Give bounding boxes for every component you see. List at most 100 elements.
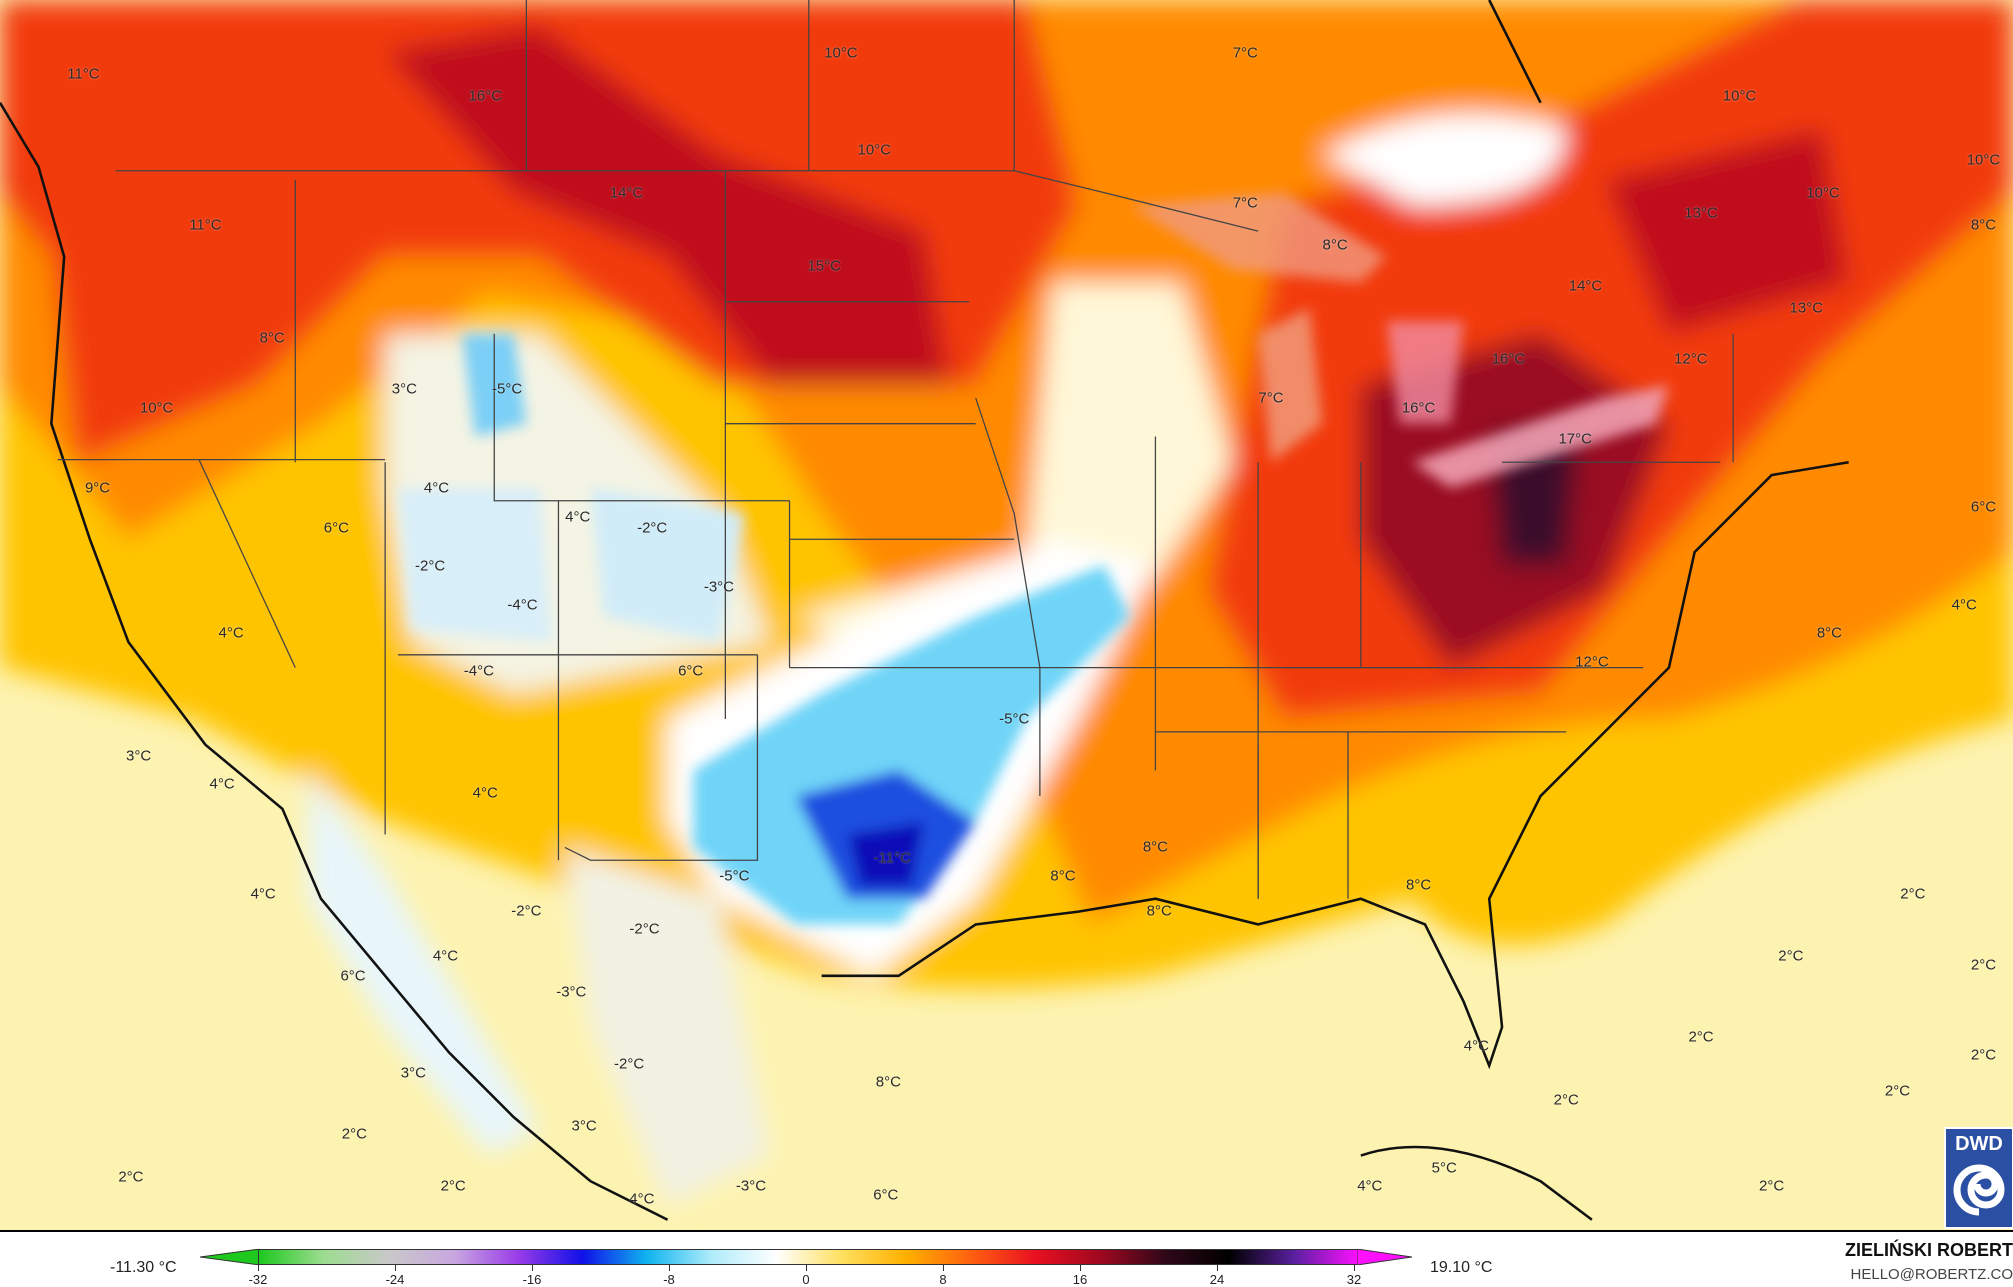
temperature-label: 14°C bbox=[1568, 277, 1603, 295]
colorbar-tick bbox=[669, 1265, 670, 1271]
temperature-label: 10°C bbox=[1806, 184, 1840, 202]
colorbar-tick bbox=[1217, 1265, 1218, 1271]
temperature-label: 14°C bbox=[609, 184, 644, 202]
colorbar-tick bbox=[395, 1265, 396, 1271]
temperature-label: -2°C bbox=[629, 920, 660, 938]
temperature-label: 3°C bbox=[571, 1117, 597, 1135]
map-shading bbox=[0, 0, 2013, 1221]
temperature-label: 17°C bbox=[1558, 430, 1592, 448]
colorbar-tick-label: 24 bbox=[1209, 1272, 1225, 1287]
temperature-label: 8°C bbox=[875, 1073, 901, 1091]
dwd-spiral-icon bbox=[1953, 1164, 2005, 1216]
temperature-label: -2°C bbox=[511, 902, 542, 920]
temperature-label: 3°C bbox=[126, 747, 152, 765]
temperature-label: 2°C bbox=[1553, 1091, 1579, 1109]
colorbar-tick-label: 16 bbox=[1072, 1272, 1088, 1287]
colorbar-tick-label: 0 bbox=[802, 1272, 810, 1287]
legend-right-arrow bbox=[1357, 1249, 1412, 1265]
temperature-label: 6°C bbox=[1970, 498, 1997, 516]
temperature-label: 10°C bbox=[1966, 151, 2001, 169]
temperature-label: 8°C bbox=[1406, 876, 1432, 894]
temperature-label: 4°C bbox=[209, 775, 235, 793]
temperature-label: 2°C bbox=[1884, 1082, 1911, 1100]
temperature-label: 2°C bbox=[440, 1177, 466, 1195]
temperature-label: 4°C bbox=[1951, 596, 1977, 614]
temperature-label: 4°C bbox=[629, 1190, 655, 1208]
colorbar-tick bbox=[1354, 1265, 1355, 1271]
temperature-label: -3°C bbox=[703, 578, 735, 596]
temperature-label: 8°C bbox=[1322, 236, 1348, 254]
temperature-label: 2°C bbox=[1970, 956, 1997, 974]
temperature-label: 6°C bbox=[340, 967, 366, 985]
temperature-label: 16°C bbox=[468, 87, 503, 105]
temperature-anomaly-map: 11°C 16°C 10°C 10°C 7°C 10°C 10°C 11°C 14°C 15°C 7… bbox=[0, 0, 2013, 1232]
temperature-label: 7°C bbox=[1232, 194, 1258, 212]
colorbar-tick bbox=[532, 1265, 533, 1271]
temperature-label: 12°C bbox=[1575, 653, 1609, 671]
max-value-label: 19.10 °C bbox=[1430, 1259, 1493, 1276]
temperature-label: 2°C bbox=[1970, 1046, 1997, 1064]
temperature-label: 13°C bbox=[1789, 299, 1824, 317]
temperature-label: 4°C bbox=[565, 508, 591, 526]
temperature-label: 16°C bbox=[1401, 399, 1436, 417]
temperature-label: 15°C bbox=[807, 257, 841, 275]
temperature-label: 10°C bbox=[1722, 87, 1757, 105]
temperature-label: -5°C bbox=[999, 710, 1030, 728]
min-value-label: -11.30 °C bbox=[110, 1259, 177, 1276]
colorbar-tick-label: 8 bbox=[939, 1272, 947, 1287]
temperature-label: 2°C bbox=[118, 1168, 144, 1186]
author-name: ZIELIŃSKI ROBERT bbox=[1844, 1240, 2013, 1260]
temperature-label: 8°C bbox=[1146, 902, 1172, 920]
temperature-label: 3°C bbox=[391, 380, 417, 398]
temperature-label: 7°C bbox=[1258, 389, 1284, 407]
colorbar-tick bbox=[943, 1265, 944, 1271]
temperature-label: 3°C bbox=[400, 1064, 426, 1082]
temperature-label: 4°C bbox=[1357, 1177, 1383, 1195]
temperature-label: 13°C bbox=[1684, 204, 1718, 222]
temperature-label: -2°C bbox=[637, 519, 668, 537]
temperature-label: 8°C bbox=[1816, 624, 1842, 642]
temperature-label: 7°C bbox=[1232, 44, 1258, 62]
temperature-label: 2°C bbox=[1778, 947, 1804, 965]
temperature-label: 4°C bbox=[1463, 1037, 1489, 1055]
temperature-label: 8°C bbox=[1142, 838, 1168, 856]
temperature-label: 2°C bbox=[1759, 1177, 1785, 1195]
temperature-label: 4°C bbox=[423, 479, 450, 497]
colorbar-tick-label: -32 bbox=[248, 1272, 268, 1287]
colorbar-tick-label: 32 bbox=[1346, 1272, 1362, 1287]
temperature-label: -3°C bbox=[735, 1177, 767, 1195]
temperature-label: 6°C bbox=[323, 519, 349, 537]
temperature-label: 4°C bbox=[250, 885, 276, 903]
temperature-label: 10°C bbox=[857, 141, 892, 159]
colorbar-tick-label: -16 bbox=[522, 1272, 542, 1287]
colorbar-tick-label: -24 bbox=[385, 1272, 405, 1287]
temperature-label: 12°C bbox=[1674, 350, 1708, 368]
temperature-label: 2°C bbox=[1900, 885, 1926, 903]
colorbar-tick bbox=[1080, 1265, 1081, 1271]
temperature-label: 11°C bbox=[67, 65, 100, 83]
temperature-label: -2°C bbox=[414, 557, 446, 575]
temperature-label: 6°C bbox=[873, 1186, 899, 1204]
temperature-label: 11°C bbox=[189, 216, 222, 234]
temperature-label: 9°C bbox=[84, 479, 111, 497]
temperature-label: 4°C bbox=[472, 784, 498, 802]
colorbar-tick bbox=[258, 1265, 259, 1271]
temperature-label: 10°C bbox=[139, 399, 174, 417]
temperature-label: 6°C bbox=[678, 662, 704, 680]
temperature-label: -5°C bbox=[492, 380, 523, 398]
temperature-label: 4°C bbox=[218, 624, 244, 642]
temperature-label: -4°C bbox=[463, 662, 494, 680]
temperature-label: 8°C bbox=[1970, 216, 1997, 234]
temperature-label: 8°C bbox=[1050, 867, 1076, 885]
temperature-label: 2°C bbox=[341, 1125, 367, 1143]
temperature-label: -3°C bbox=[556, 983, 587, 1001]
temperature-label: 4°C bbox=[432, 947, 459, 965]
dwd-logo: DWD bbox=[1944, 1127, 2013, 1229]
color-legend: -11.30 °C -32 -24 -16 -8 0 8 16 24 32 19.10 °C Z… bbox=[0, 1232, 2013, 1287]
author-email[interactable]: HELLO@ROBERTZ.CO bbox=[1850, 1266, 2013, 1283]
temperature-label: 2°C bbox=[1688, 1028, 1714, 1046]
temperature-label: 16°C bbox=[1491, 350, 1526, 368]
colorbar bbox=[258, 1249, 1360, 1265]
temperature-label: -2°C bbox=[613, 1055, 645, 1073]
temperature-label: 10°C bbox=[824, 44, 858, 62]
